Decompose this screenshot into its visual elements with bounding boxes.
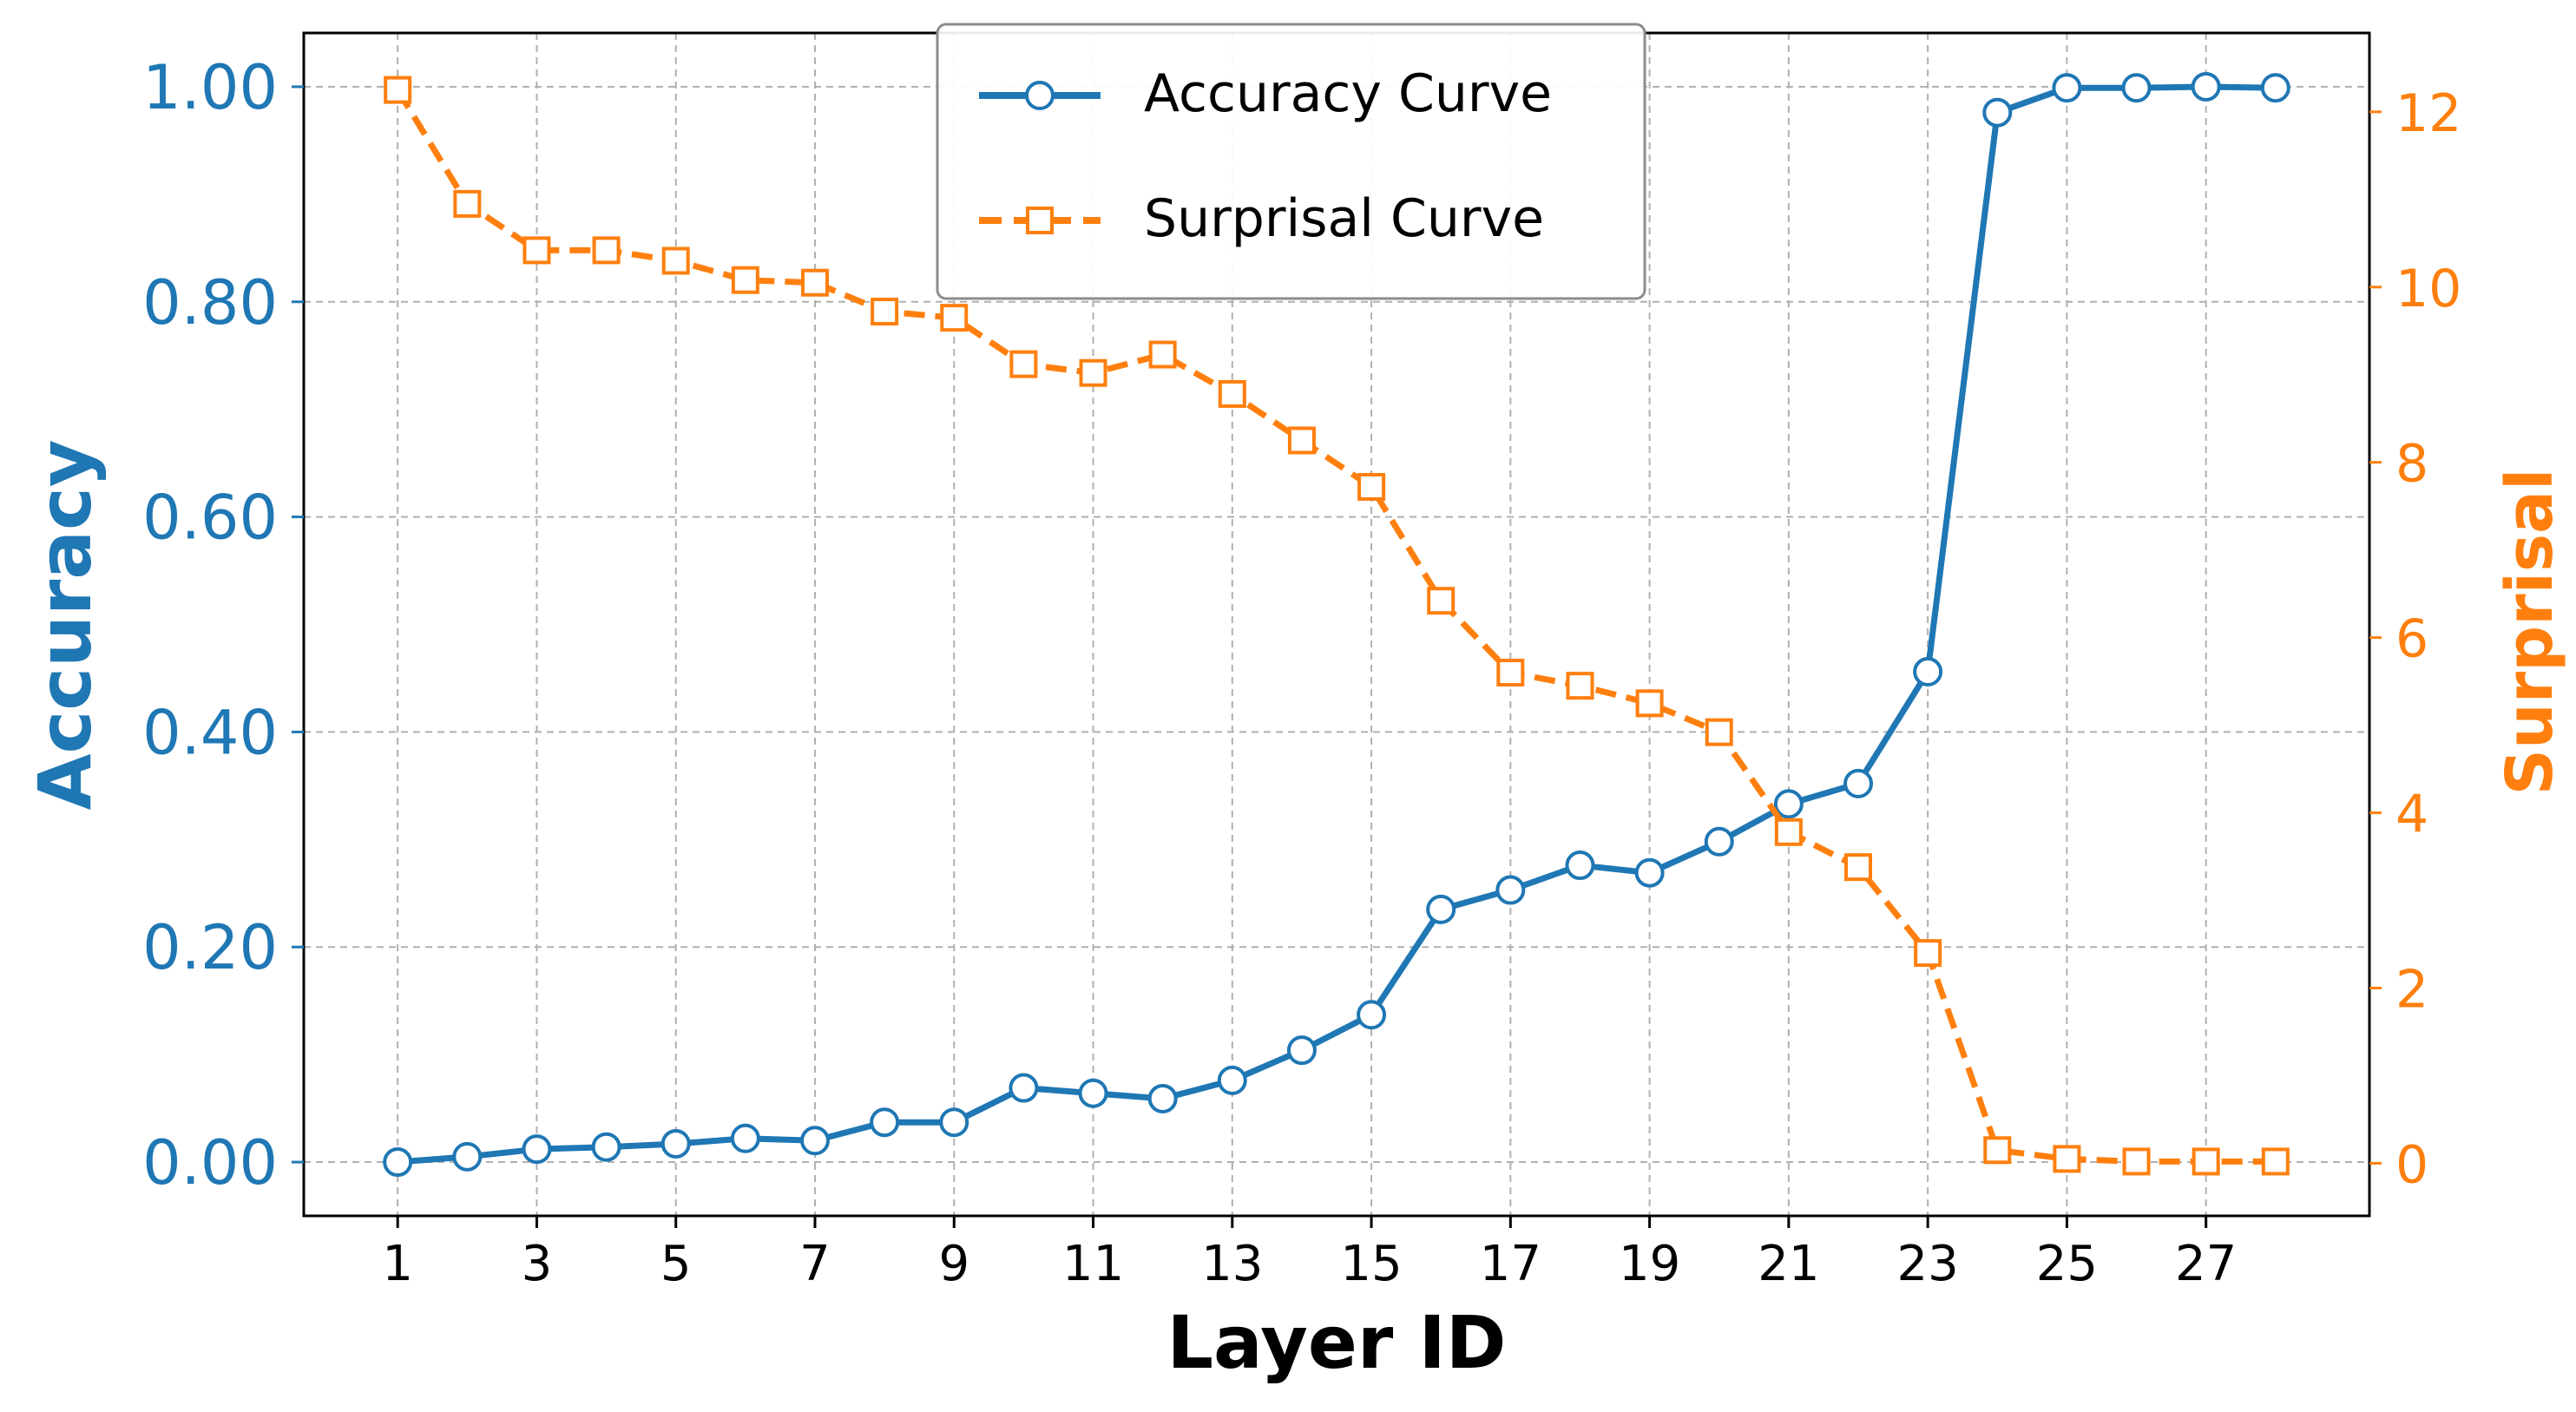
axes: 1 3 5 7 9 11 13 15 17 19 21 23 25 270.000.200.400.600… [142,52,2461,1292]
y-right-tick-label: 8 [2395,434,2428,495]
y-left-tick-label: 0.40 [142,697,278,768]
surprisal-point [800,268,829,297]
accuracy-point [2121,73,2152,103]
x-axis-title: Layer ID [1166,1300,1506,1385]
surprisal-point [384,76,412,104]
y-right-tick-label: 2 [2395,959,2428,1020]
x-tick-label: 11 [1062,1236,1124,1292]
surprisal-point [2192,1147,2220,1176]
accuracy-point [1009,1073,1039,1103]
x-tick-label: 7 [799,1236,831,1292]
x-tick-label: 15 [1340,1236,1402,1292]
legend-surprisal-label: Surprisal Curve [1144,188,1544,249]
surprisal-point [2053,1145,2081,1173]
surprisal-point [1079,358,1107,387]
accuracy-point [660,1128,691,1159]
accuracy-point [383,1147,413,1178]
x-tick-label: 3 [522,1236,553,1292]
y-axis-title-left: Accuracy [23,439,108,810]
y-right-tick-label: 4 [2395,785,2428,845]
y-left-tick-label: 0.60 [142,483,278,554]
y-left-tick-label: 0.00 [142,1127,278,1199]
x-tick-label: 17 [1480,1236,1541,1292]
surprisal-point [1496,659,1525,687]
legend: Accuracy Curve Surprisal Curve [936,23,1646,300]
surprisal-point [1705,718,1733,746]
surprisal-point [731,266,759,294]
accuracy-point [452,1141,483,1172]
surprisal-point [453,189,482,218]
x-tick-label: 25 [2036,1236,2098,1292]
surprisal-point [1566,672,1594,700]
accuracy-point [1982,97,2013,128]
surprisal-point [592,236,621,265]
accuracy-point [1357,1000,1387,1030]
accuracy-point [522,1134,552,1165]
accuracy-point [2191,71,2221,102]
surprisal-point [1983,1136,2012,1165]
accuracy-point [1426,894,1456,924]
accuracy-point [1217,1065,1247,1095]
y-left-tick-label: 0.80 [142,267,278,338]
y-right-tick-label: 6 [2395,609,2428,670]
accuracy-point [799,1126,830,1156]
legend-accuracy-label: Accuracy Curve [1144,63,1552,124]
surprisal-curve-line [395,88,2276,1165]
surprisal-point [1148,340,1177,369]
x-tick-label: 21 [1758,1236,1819,1292]
surprisal-point [1914,939,1942,968]
y-left-tick-label: 0.20 [142,912,278,983]
surprisal-point [1635,689,1664,718]
accuracy-point [730,1123,760,1153]
surprisal-point [2261,1147,2290,1176]
x-tick-label: 1 [382,1236,413,1292]
series [383,71,2290,1178]
accuracy-point [1495,875,1526,905]
accuracy-point [1286,1035,1317,1066]
accuracy-point [1565,850,1595,881]
surprisal-point [940,304,969,332]
accuracy-point [1147,1083,1178,1113]
accuracy-point [1704,826,1734,857]
surprisal-point [661,246,690,275]
accuracy-point [1634,857,1665,888]
x-tick-label: 13 [1201,1236,1263,1292]
accuracy-point [939,1107,969,1138]
surprisal-point [1844,853,1873,882]
y-right-tick-label: 12 [2395,83,2461,144]
surprisal-point [1009,350,1038,378]
surprisal-point [522,236,551,265]
y-axis-title-right: Surprisal [2493,469,2567,796]
y-right-tick-label: 0 [2395,1134,2428,1195]
accuracy-point [2260,73,2290,103]
accuracy-point [870,1107,900,1138]
accuracy-point [1843,768,1874,798]
legend-accuracy-marker [1025,81,1055,110]
accuracy-point [1078,1078,1108,1108]
x-tick-label: 9 [938,1236,969,1292]
accuracy-point [591,1132,621,1162]
surprisal-point [1427,587,1456,615]
surprisal-point [1218,379,1246,408]
accuracy-point [1913,657,1943,687]
surprisal-point [1287,426,1316,455]
accuracy-point [1773,789,1804,819]
y-right-tick-label: 10 [2395,259,2461,319]
surprisal-point [1774,818,1803,846]
legend-surprisal-marker [1026,207,1054,234]
surprisal-point [1357,472,1386,501]
accuracy-point [2052,73,2082,103]
x-tick-label: 19 [1619,1236,1680,1292]
x-tick-label: 23 [1897,1236,1959,1292]
x-tick-label: 27 [2175,1236,2237,1292]
y-left-tick-label: 1.00 [142,52,278,123]
accuracy-curve-line [397,83,2276,1166]
legend-box [936,23,1646,300]
x-tick-label: 5 [660,1236,692,1292]
surprisal-point [871,298,899,326]
surprisal-point [2122,1147,2151,1176]
